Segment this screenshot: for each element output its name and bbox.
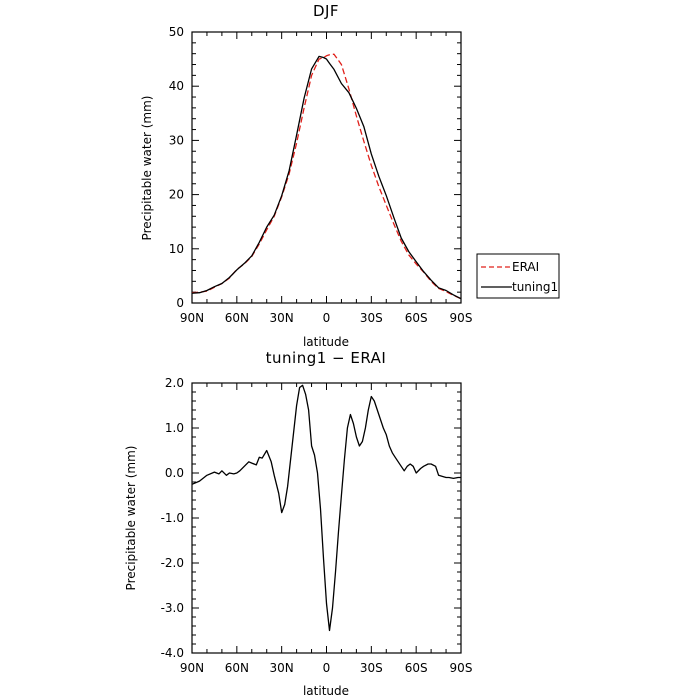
top-chart-legend: ERAI tuning1 bbox=[476, 253, 560, 299]
top-chart-xlabel: latitude bbox=[303, 335, 349, 349]
top-chart-xtick-label: 90S bbox=[450, 311, 473, 325]
top-chart-xtick-label: 60S bbox=[405, 311, 428, 325]
bottom-chart-plot-area: 90N 60N 30N 0 30S 60S 90S -4.0 -3.0 -2.0 -1.0 0.0 1.… bbox=[161, 376, 473, 675]
top-chart-plot-area: 90N 60N 30N 0 30S 60S 90S 0 10 20 30 40 50 bbox=[169, 25, 473, 325]
bottom-chart-xtick-label: 30N bbox=[270, 661, 294, 675]
bottom-chart-ytick-label: -3.0 bbox=[161, 601, 184, 615]
top-chart-ytick-label: 20 bbox=[169, 188, 184, 202]
top-chart-xtick-label: 60N bbox=[225, 311, 249, 325]
top-chart-title: DJF bbox=[313, 2, 339, 20]
bottom-chart-xtick-label: 60N bbox=[225, 661, 249, 675]
top-chart-ytick-label: 10 bbox=[169, 242, 184, 256]
bottom-chart-xtick-label: 90S bbox=[450, 661, 473, 675]
top-chart-ytick-label: 30 bbox=[169, 133, 184, 147]
top-chart-xtick-label: 90N bbox=[180, 311, 204, 325]
top-chart-xtick-label: 30N bbox=[270, 311, 294, 325]
bottom-chart-title: tuning1 − ERAI bbox=[266, 349, 387, 367]
top-chart-xtick-label: 30S bbox=[360, 311, 383, 325]
bottom-chart-ytick-label: 2.0 bbox=[165, 376, 184, 390]
top-chart-xtick-label: 0 bbox=[323, 311, 331, 325]
legend-label-erai: ERAI bbox=[512, 260, 539, 274]
bottom-chart-xtick-label: 0 bbox=[323, 661, 331, 675]
top-chart-frame bbox=[191, 31, 462, 304]
bottom-chart-ytick-label: -1.0 bbox=[161, 511, 184, 525]
top-chart-ylabel: Precipitable water (mm) bbox=[140, 96, 154, 241]
bottom-chart-xtick-label: 60S bbox=[405, 661, 428, 675]
top-chart-ytick-label: 0 bbox=[176, 296, 184, 310]
legend-label-tuning1: tuning1 bbox=[512, 280, 558, 294]
top-chart-ytick-label: 40 bbox=[169, 79, 184, 93]
bottom-chart-series-line-0 bbox=[191, 384, 461, 632]
top-chart-series-line-erai bbox=[191, 53, 462, 300]
bottom-chart-xlabel: latitude bbox=[303, 684, 349, 698]
bottom-chart-ytick-label: -4.0 bbox=[161, 646, 184, 660]
bottom-chart-ylabel: Precipitable water (mm) bbox=[124, 446, 138, 591]
bottom-chart-xtick-label: 90N bbox=[180, 661, 204, 675]
bottom-chart-ytick-label: 1.0 bbox=[165, 421, 184, 435]
bottom-chart-ytick-label: -2.0 bbox=[161, 556, 184, 570]
bottom-chart-ytick-label: 0.0 bbox=[165, 466, 184, 480]
bottom-chart-xtick-label: 30S bbox=[360, 661, 383, 675]
top-chart-ytick-label: 50 bbox=[169, 25, 184, 39]
legend-box bbox=[476, 253, 560, 299]
bottom-chart-frame bbox=[191, 382, 462, 654]
top-chart-series-line-tuning1 bbox=[191, 55, 462, 300]
